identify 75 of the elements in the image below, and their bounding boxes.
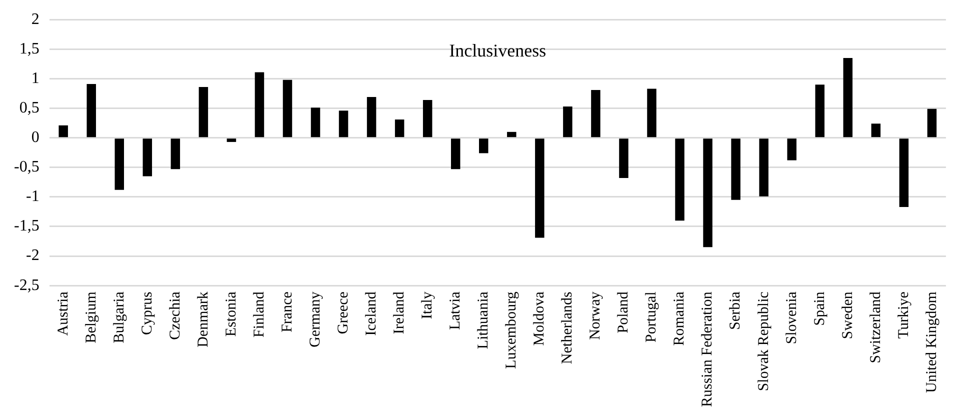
bar (731, 138, 740, 200)
x-tick-label: Russian Federation (700, 291, 716, 408)
x-tick-label: Turkiye (896, 291, 912, 339)
x-tick-label: Slovak Republic (756, 291, 772, 392)
bar (815, 84, 824, 138)
x-tick-label: Moldova (532, 291, 548, 346)
x-tick-label: Iceland (363, 291, 380, 336)
bar (619, 138, 628, 178)
bar (310, 108, 320, 138)
y-tick-label: 0,5 (19, 99, 40, 116)
bar (422, 100, 432, 138)
bar (394, 120, 404, 138)
x-tick-label: Denmark (195, 291, 212, 348)
y-tick-label: 1,5 (19, 40, 40, 58)
x-tick-label: Luxembourg (504, 291, 520, 369)
x-tick-label: Netherlands (560, 291, 576, 364)
bar (675, 138, 684, 221)
x-tick-label: Sweden (840, 291, 856, 340)
x-tick-label: Greece (335, 291, 352, 334)
x-tick-label: Estonia (223, 291, 240, 337)
bar (450, 138, 460, 170)
y-tick-label: -2 (26, 247, 40, 264)
x-tick-label: Italy (420, 291, 436, 320)
bar (703, 138, 712, 248)
x-tick-label: United Kingdom (924, 291, 940, 393)
x-tick-label: Spain (812, 291, 828, 326)
x-tick-label: Serbia (728, 291, 744, 330)
bar (591, 90, 600, 138)
bar (114, 138, 124, 190)
x-tick-label: Romania (672, 291, 688, 346)
x-tick-label: Czechia (167, 291, 184, 340)
bar (899, 138, 909, 207)
x-tick-label: Austria (55, 291, 72, 336)
bar (58, 125, 68, 138)
x-tick-label: Ireland (392, 291, 408, 334)
y-tick-label: 1 (31, 70, 40, 87)
bar (759, 138, 768, 196)
bar (198, 86, 208, 138)
x-tick-label: Bulgaria (111, 291, 128, 344)
x-tick-label: Germany (307, 291, 324, 348)
x-tick-label: Norway (588, 291, 604, 340)
bar (338, 110, 348, 138)
bar (535, 138, 544, 238)
bar (787, 138, 796, 160)
bar (226, 138, 236, 142)
bar (563, 106, 572, 138)
x-tick-label: Switzerland (868, 291, 884, 364)
y-tick-label: -1,5 (14, 218, 40, 235)
y-tick-label: 2 (31, 10, 40, 28)
bar (142, 138, 152, 176)
x-tick-label: Belgium (83, 291, 100, 344)
y-tick-label: -1 (26, 188, 40, 206)
text: Inclusiveness (449, 40, 546, 60)
x-tick-label: France (279, 291, 296, 332)
bar (86, 84, 96, 138)
x-tick-label: Cyprus (139, 291, 156, 335)
bar (843, 58, 853, 138)
x-tick-label: Poland (616, 291, 632, 334)
bar (479, 138, 488, 154)
bar (170, 138, 180, 170)
y-tick-label: -0,5 (14, 158, 40, 176)
y-tick-label: -2,5 (14, 276, 40, 294)
x-tick-label: Latvia (448, 291, 464, 330)
bar (254, 72, 264, 138)
bar (871, 124, 881, 138)
x-tick-label: Lithuania (476, 291, 492, 350)
bar (282, 80, 292, 138)
x-tick-label: Portugal (644, 292, 660, 342)
bar (366, 97, 376, 138)
bar (927, 108, 937, 138)
bar (647, 88, 656, 138)
x-tick-label: Finland (251, 291, 268, 338)
y-tick-label: 0 (31, 129, 40, 146)
bar (507, 132, 516, 138)
x-tick-label: Slovenia (784, 291, 800, 344)
